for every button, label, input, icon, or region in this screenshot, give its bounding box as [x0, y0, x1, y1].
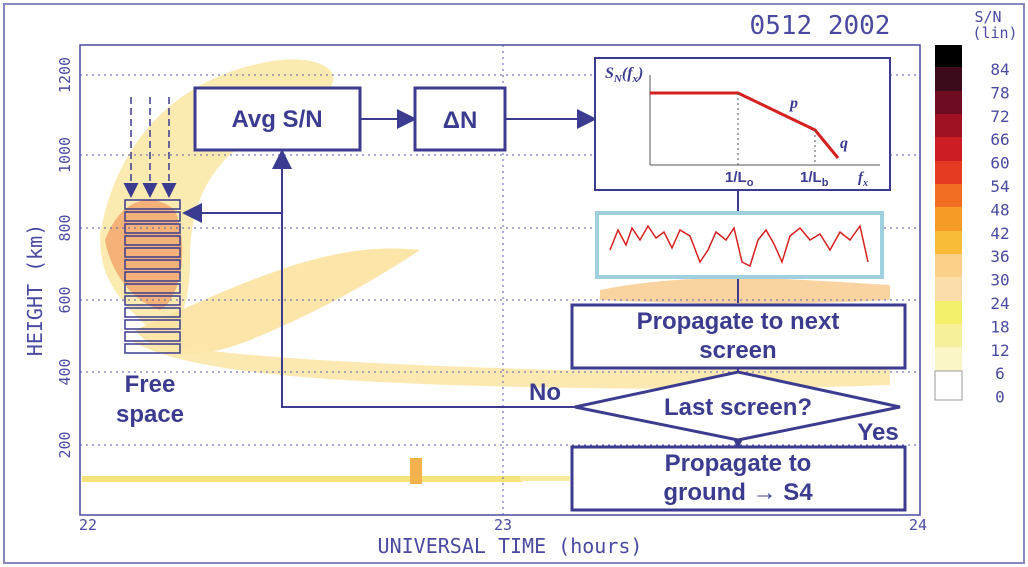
colorbar-label: 72 [990, 107, 1009, 126]
colorbar-label: 24 [990, 294, 1009, 313]
colorbar-label: 30 [990, 271, 1009, 290]
date: 0512 2002 [750, 11, 891, 41]
colorbar-label: 84 [990, 60, 1009, 79]
colorbar-label: 78 [990, 83, 1009, 102]
inset-x: x [862, 178, 868, 189]
y-tick: 400 [56, 358, 74, 385]
colorbar-label: 18 [990, 317, 1009, 336]
node-label: Last screen? [664, 394, 812, 421]
annotation: space [116, 401, 184, 428]
y-tick: 200 [56, 431, 74, 458]
y-axis-label: HEIGHT (km) [23, 224, 47, 356]
edge-label: No [529, 379, 561, 406]
annotation: Free [125, 371, 176, 398]
colorbar-label: 54 [990, 177, 1009, 196]
inset-tick: 1/L [800, 169, 822, 186]
edge-label: Yes [857, 419, 898, 446]
slope-label: p [788, 95, 798, 112]
node-label: Propagate to next [637, 308, 840, 335]
x-tick: 22 [79, 516, 97, 534]
inset-y: S [605, 65, 614, 82]
y-tick: 1200 [56, 57, 74, 93]
colorbar-label: 6 [995, 364, 1005, 383]
node-label: ΔN [443, 107, 478, 134]
inset-tick: b [822, 177, 829, 189]
x-tick: 23 [494, 516, 512, 534]
node-label: Propagate to [665, 450, 812, 477]
colorbar-label: 66 [990, 130, 1009, 149]
y-tick: 800 [56, 214, 74, 241]
node-label: Avg S/N [231, 106, 322, 133]
figure: 0512 2002 1200 1000 800 600 400 200 HEIG… [0, 0, 1028, 567]
node-label: ground → S4 [663, 479, 813, 506]
inset-tick: 1/L [725, 169, 747, 186]
colorbar-title: (lin) [972, 24, 1017, 42]
x-axis-label: UNIVERSAL TIME (hours) [378, 534, 643, 558]
slope-label: q [840, 135, 848, 152]
y-tick: 1000 [56, 137, 74, 173]
inset-y: ) [636, 65, 643, 82]
y-tick: 600 [56, 286, 74, 313]
colorbar-label: 0 [995, 388, 1005, 407]
x-tick: 24 [909, 516, 927, 534]
inset-tick: o [747, 177, 754, 189]
colorbar-label: 48 [990, 200, 1009, 219]
colorbar-label: 42 [990, 224, 1009, 243]
colorbar-label: 36 [990, 247, 1009, 266]
inset-signal [597, 213, 882, 277]
inset-spectrum: SN(fx) 1/Lo 1/Lb fx p q [595, 58, 890, 190]
colorbar-label: 12 [990, 341, 1009, 360]
node-label: screen [699, 337, 776, 364]
colorbar-label: 60 [990, 154, 1009, 173]
